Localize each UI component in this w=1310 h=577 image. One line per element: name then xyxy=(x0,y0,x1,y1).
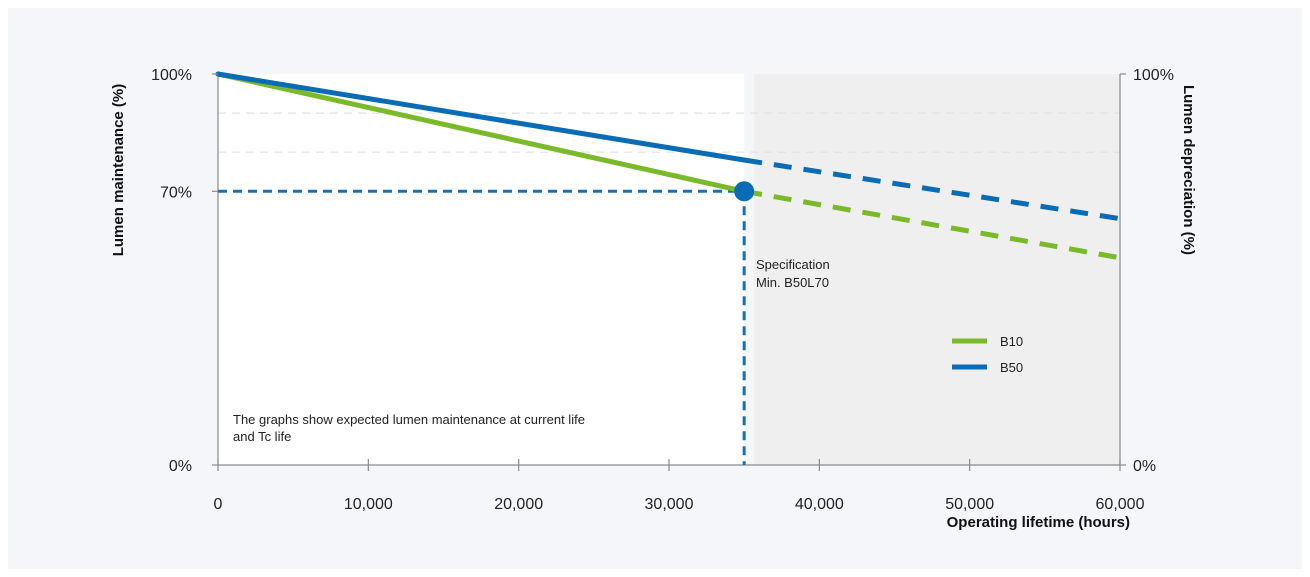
legend-label-b50: B50 xyxy=(1000,360,1023,375)
y2-axis-title: Lumen depreciation (%) xyxy=(1180,85,1197,255)
series-b10-projection-line xyxy=(743,188,1121,261)
legend-label-b10: B10 xyxy=(1000,334,1023,349)
y-tick-label: 100% xyxy=(151,67,192,84)
spec-annotation-line2: Min. B50L70 xyxy=(756,275,829,290)
y-axis-title: Lumen maintenance (%) xyxy=(110,84,127,257)
x-tick-label: 20,000 xyxy=(494,496,543,513)
x-tick-label: 30,000 xyxy=(645,496,694,513)
y-tick-label: 0% xyxy=(169,458,192,475)
spec-annotation-line1: Specification xyxy=(756,257,830,272)
series-b50-line xyxy=(215,71,747,163)
legend: B10 B50 xyxy=(952,334,1023,375)
note-annotation-line2: and Tc life xyxy=(233,429,291,444)
note-annotation-line1: The graphs show expected lumen maintenan… xyxy=(233,412,585,427)
y-tick-label: 70% xyxy=(160,184,192,201)
x-tick-label: 0 xyxy=(214,496,223,513)
y2-tick-label: 100% xyxy=(1133,67,1174,84)
x-tick-label: 10,000 xyxy=(344,496,393,513)
specification-marker xyxy=(734,181,755,202)
y2-tick-label: 0% xyxy=(1133,458,1156,475)
x-tick-label: 50,000 xyxy=(945,496,994,513)
x-tick-label: 40,000 xyxy=(795,496,844,513)
x-tick-label: 60,000 xyxy=(1096,496,1145,513)
series-b10-line xyxy=(215,71,747,194)
future-life-shaded-region xyxy=(754,74,1120,465)
x-axis-title: Operating lifetime (hours) xyxy=(947,514,1130,531)
series-b50-projection-line xyxy=(743,157,1121,222)
plot-area xyxy=(218,74,745,465)
